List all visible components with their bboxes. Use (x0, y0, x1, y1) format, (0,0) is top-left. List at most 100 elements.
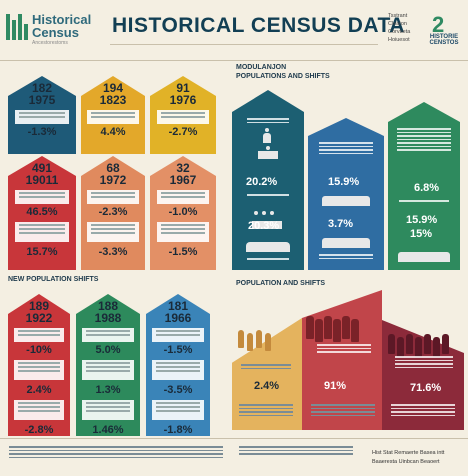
card-percent: 5.0% (95, 344, 121, 356)
person-silhouette (324, 316, 332, 340)
census-card: 189 1922 -10% 2.4% -2.8% (8, 294, 70, 436)
card-caption (14, 360, 64, 380)
card-year-bottom: 19011 (25, 173, 59, 187)
card-percent: -10% (26, 344, 52, 356)
card-caption (156, 110, 210, 124)
mod-stat-3: 6.8% (414, 182, 440, 194)
footer-right-1: Hist Stat Remaerte Basea intt (372, 450, 445, 456)
card-percent: -1.5% (163, 344, 193, 356)
person-silhouette (433, 337, 440, 357)
mod-stat-7: 15% (410, 228, 433, 240)
card-caption (156, 222, 210, 242)
card-caption (82, 400, 134, 420)
card-percent: 4.4% (100, 126, 126, 138)
logo-line1: Historical (32, 12, 92, 27)
census-card: 491 19011 46.5% 15.7% (8, 156, 76, 270)
side-info: Tsstrant Cleaton Corvaeta Hoiuesot (388, 12, 426, 44)
people-icon (252, 202, 286, 229)
card-year-bottom: 1966 (164, 311, 192, 325)
card-body (8, 96, 76, 154)
card-percent: -2.8% (24, 424, 54, 436)
person-silhouette (265, 333, 271, 351)
card-percent: -3.5% (163, 384, 193, 396)
footer-text-lines (6, 444, 226, 460)
people-icon (262, 128, 272, 144)
footer-right-2: Baaeresta Uinbcan Beaoert (372, 459, 440, 465)
card-percent: -2.7% (168, 126, 198, 138)
card-caption (156, 190, 210, 204)
card-year-bottom: 1922 (25, 311, 53, 325)
card-caption (87, 190, 139, 204)
card-caption (14, 328, 64, 342)
house-teal: 20.2% 20.3% (232, 90, 304, 270)
card-year-top: 189 (28, 299, 50, 313)
header-divider (0, 60, 468, 61)
card-year-bottom: 1823 (99, 93, 127, 107)
person-silhouette (388, 334, 395, 354)
card-year-top: 194 (102, 81, 124, 95)
mod-stat-1: 20.2% (246, 176, 278, 188)
person-silhouette (424, 334, 431, 354)
card-percent: -1.3% (27, 126, 57, 138)
side-line: Corvaeta (388, 29, 411, 35)
card-year-top: 182 (31, 81, 53, 95)
person-silhouette (238, 330, 244, 348)
person-silhouette (406, 334, 413, 354)
section-title-new-shifts: NEW POPULATION SHIFTS (8, 276, 99, 283)
person-silhouette (333, 319, 341, 343)
card-caption (82, 328, 134, 342)
census-card: 68 1972 -2.3% -3.3% (81, 156, 145, 270)
logo-subtitle: Ancestorestoms (32, 40, 68, 46)
card-year-bottom: 1975 (28, 93, 56, 107)
person-silhouette (415, 337, 422, 357)
person-silhouette (315, 319, 323, 343)
section-title-population: POPULATION AND SHIFTS (236, 280, 326, 287)
census-card: 32 1967 -1.0% -1.5% (150, 156, 216, 270)
card-percent: 15.7% (26, 246, 58, 258)
population-panel: 2.4% 91% 71.6% (232, 290, 464, 430)
person-silhouette (342, 316, 350, 340)
badge-text: HISTORIE CENSTOS (429, 34, 459, 46)
mod-stat-5: 3.7% (328, 218, 354, 230)
section-title-pop-shifts: POPULATIONS AND SHIFTS (236, 73, 330, 80)
card-caption (82, 360, 134, 380)
card-caption (87, 222, 139, 242)
card-year-bottom: 1976 (169, 93, 197, 107)
card-caption (152, 400, 204, 420)
mod-panel: 20.2% 20.3% 15.9% 3.7% 6.8% 15.9% (232, 90, 460, 270)
mod-stat-2: 15.9% (328, 176, 360, 188)
people-icon (398, 248, 450, 262)
mod-stat-6: 15.9% (406, 214, 438, 226)
card-year-bottom: 1967 (169, 173, 197, 187)
card-percent: 46.5% (26, 206, 58, 218)
card-caption (87, 110, 139, 124)
people-icon (322, 192, 370, 206)
census-card: 181 1966 -1.5% -3.5% -1.8% (146, 294, 210, 436)
card-year-top: 32 (176, 161, 190, 175)
card-year-top: 188 (97, 299, 119, 313)
people-icon (246, 238, 290, 252)
page-title: HISTORICAL CENSUS DATA (112, 14, 405, 37)
card-percent: -1.5% (168, 246, 198, 258)
person-silhouette (247, 333, 253, 351)
card-caption (14, 400, 64, 420)
footer-divider (0, 438, 468, 439)
card-body (81, 96, 145, 154)
census-card: 91 1976 -2.7% (150, 76, 216, 154)
card-percent: -1.8% (163, 424, 193, 436)
panel-red (302, 290, 382, 430)
logo-mark (6, 14, 32, 40)
card-year-bottom: 1972 (99, 173, 127, 187)
card-percent: 1.3% (95, 384, 121, 396)
person-silhouette (351, 319, 359, 343)
section-title-mod: MODULANJON (236, 64, 287, 71)
side-line: Tsstrant (388, 13, 408, 19)
person-silhouette (397, 337, 404, 357)
footer-text-lines (236, 444, 356, 457)
census-card: 182 1975 -1.3% (8, 76, 76, 154)
person-silhouette (256, 330, 262, 348)
card-percent: -3.3% (98, 246, 128, 258)
title-divider (110, 44, 378, 45)
side-line: Hoiuesot (388, 37, 410, 43)
card-year-top: 181 (167, 299, 189, 313)
